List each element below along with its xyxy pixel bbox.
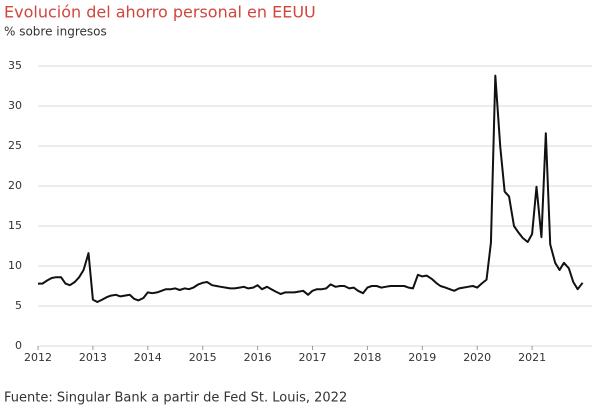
x-tick-label: 2019: [408, 351, 436, 364]
source-note: Fuente: Singular Bank a partir de Fed St…: [4, 391, 347, 406]
x-tick-label: 2013: [79, 351, 107, 364]
y-tick-label: 20: [8, 179, 22, 192]
y-tick-label: 0: [15, 339, 22, 352]
x-tick-label: 2018: [353, 351, 381, 364]
x-tick-label: 2014: [134, 351, 162, 364]
x-tick-label: 2015: [189, 351, 217, 364]
y-tick-label: 10: [8, 259, 22, 272]
data-line: [38, 74, 584, 303]
y-tick-label: 35: [8, 59, 22, 72]
chart-title: Evolución del ahorro personal en EEUU: [4, 3, 316, 22]
y-tick-label: 30: [8, 99, 22, 112]
x-tick-label: 2017: [299, 351, 327, 364]
y-tick-label: 5: [15, 299, 22, 312]
chart-subtitle: % sobre ingresos: [4, 25, 107, 39]
y-tick-label: 15: [8, 219, 22, 232]
x-tick-label: 2021: [518, 351, 546, 364]
x-tick-label: 2020: [463, 351, 491, 364]
y-tick-label: 25: [8, 139, 22, 152]
x-tick-label: 2012: [24, 351, 52, 364]
x-tick-label: 2016: [244, 351, 272, 364]
